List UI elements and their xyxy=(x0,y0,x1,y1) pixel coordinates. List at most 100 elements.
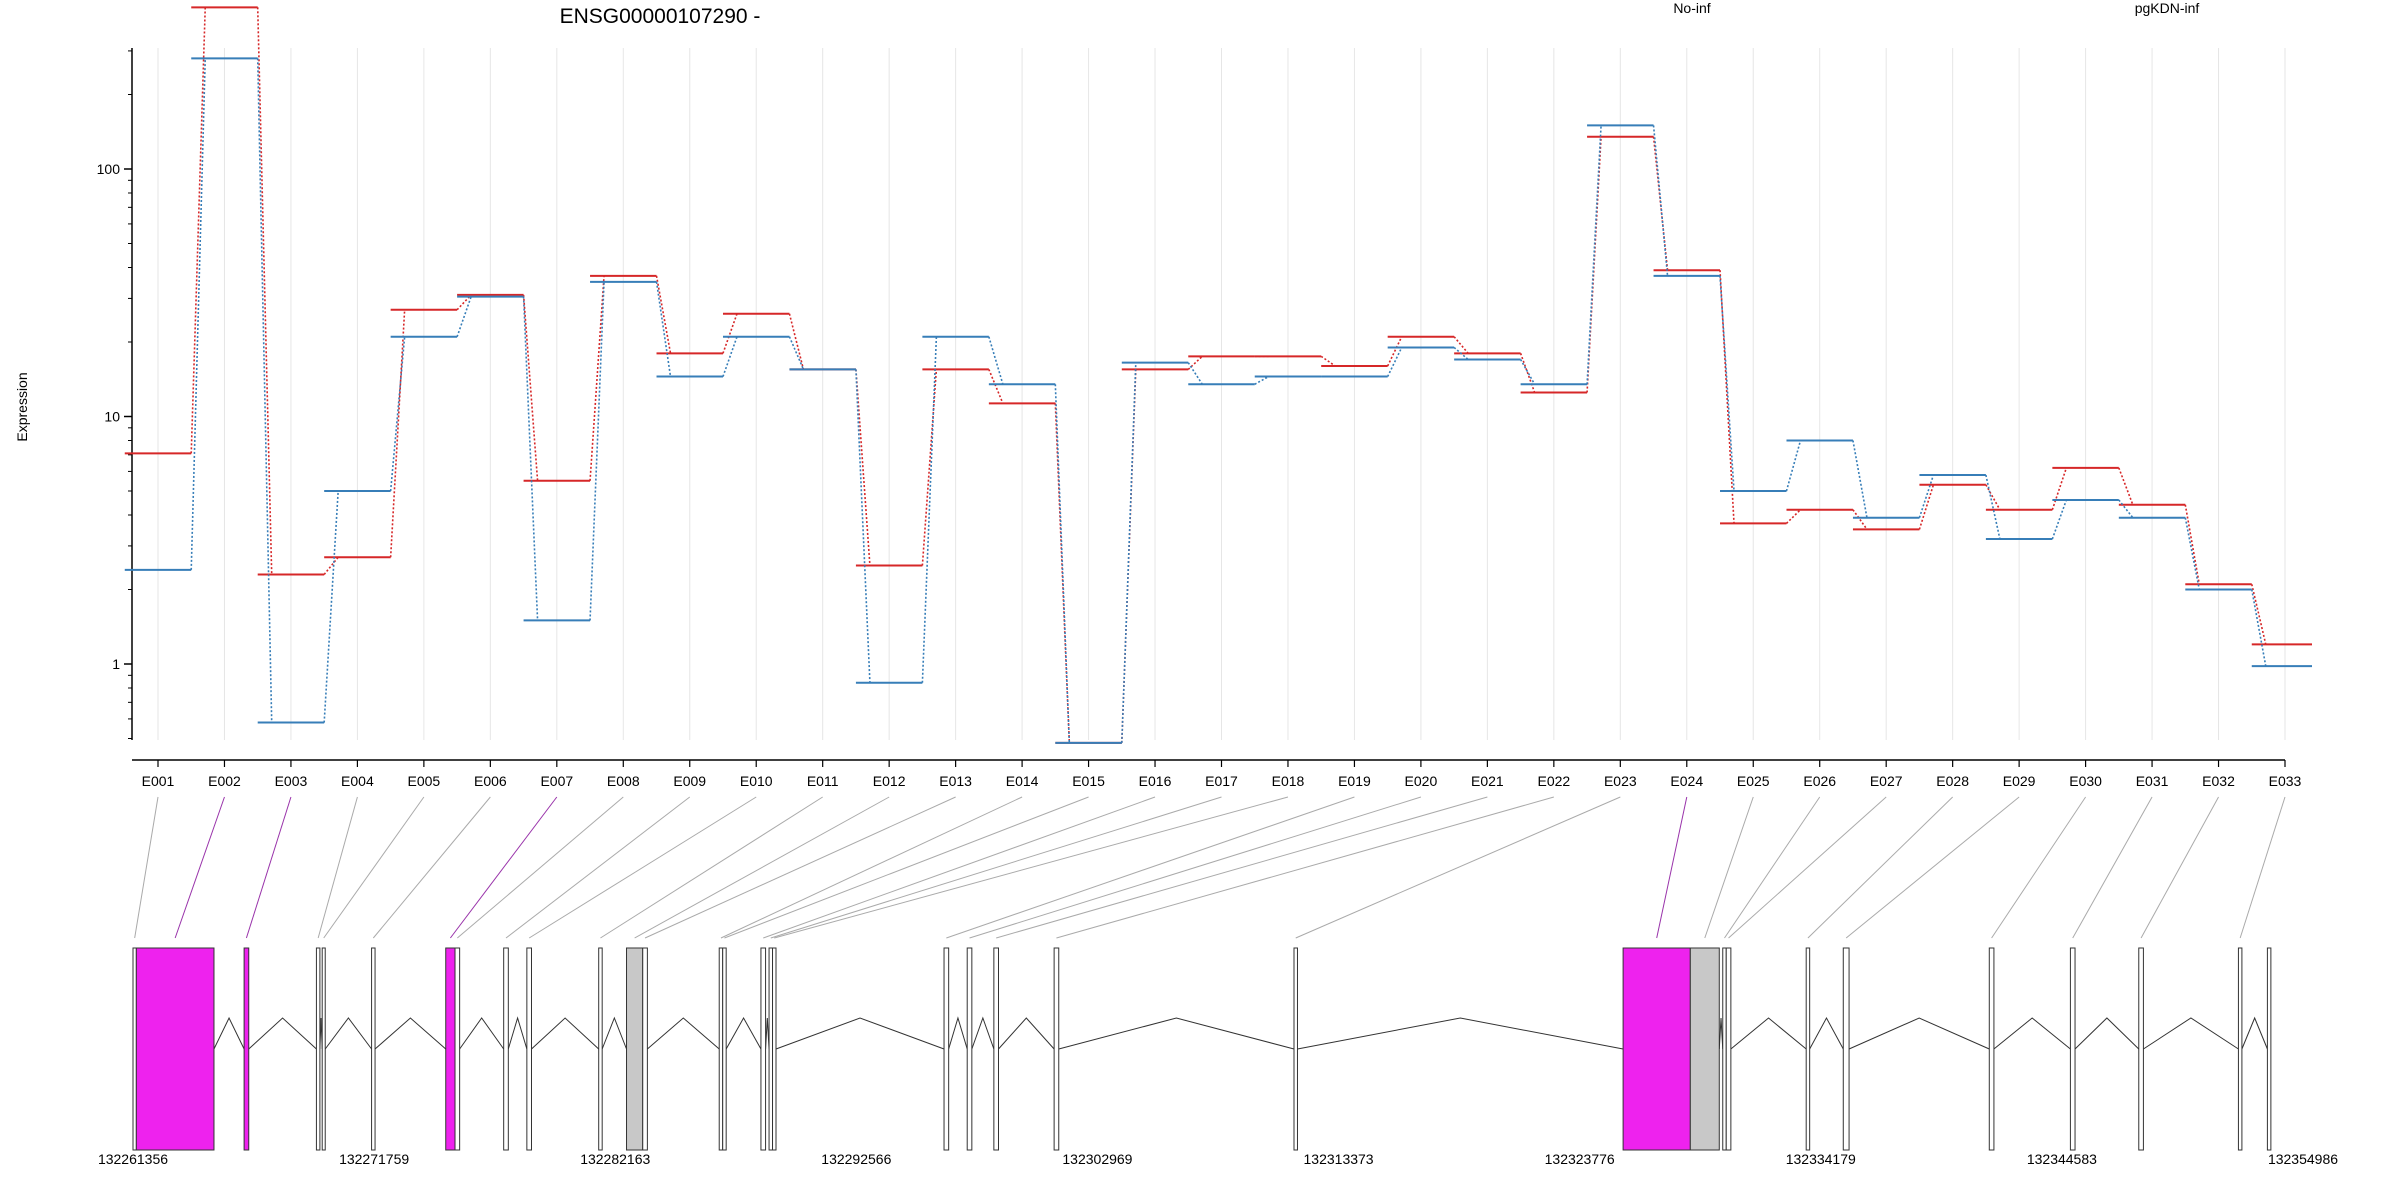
step-connector xyxy=(456,296,472,338)
exon-e016 xyxy=(760,947,767,1151)
x-tick-label-e015: E015 xyxy=(1072,773,1105,789)
step-connector xyxy=(389,309,406,558)
intron-line xyxy=(1809,1016,1844,1050)
connector-e012 xyxy=(634,796,890,939)
step-connector xyxy=(1918,484,1935,530)
intron-line xyxy=(2074,1017,2140,1050)
intron-line xyxy=(725,1016,762,1050)
x-tick-label-e027: E027 xyxy=(1870,773,1903,789)
x-tick-label-e030: E030 xyxy=(2069,773,2102,789)
step-connector xyxy=(722,313,738,354)
step-connector xyxy=(1386,347,1403,377)
x-tick-label-e031: E031 xyxy=(2136,773,2169,789)
step-connector xyxy=(855,369,871,566)
exon-e011 xyxy=(598,947,603,1151)
exon-e025 xyxy=(1689,947,1720,1151)
legend-entry-pgkdn-inf: pgKDN-inf xyxy=(2135,0,2200,16)
connector-e005 xyxy=(323,796,425,939)
connector-e007 xyxy=(449,796,558,939)
exon-e004 xyxy=(315,947,321,1151)
connector-e020 xyxy=(969,796,1422,939)
x-tick-label-e012: E012 xyxy=(873,773,906,789)
x-tick-label-e022: E022 xyxy=(1537,773,1570,789)
exon-e006 xyxy=(371,947,376,1151)
step-connector xyxy=(1785,440,1802,492)
y-tick-label: 100 xyxy=(97,161,121,177)
intron-line xyxy=(971,1016,995,1050)
connector-e009 xyxy=(505,796,691,939)
exon-e014 xyxy=(718,947,724,1151)
x-tick-label-e006: E006 xyxy=(474,773,507,789)
x-tick-label-e023: E023 xyxy=(1604,773,1637,789)
step-connector xyxy=(855,369,871,683)
exon-e023 xyxy=(1293,947,1298,1151)
series-lines xyxy=(124,6,2312,744)
x-tick-label-e001: E001 xyxy=(142,773,175,789)
intron-line xyxy=(601,1016,627,1050)
x-tick-label-e017: E017 xyxy=(1205,773,1238,789)
step-connector xyxy=(722,336,738,377)
exon-e010 xyxy=(526,947,532,1151)
intron-line xyxy=(1718,1017,1724,1050)
exon-e008 xyxy=(454,947,461,1151)
intron-line xyxy=(459,1017,505,1050)
x-tick-label-e020: E020 xyxy=(1405,773,1438,789)
step-connector xyxy=(1586,125,1602,385)
exon-e007 xyxy=(445,947,456,1151)
intron-line xyxy=(213,1016,245,1050)
genomic-coordinate-label: 132334179 xyxy=(1786,1151,1856,1167)
connector-e018 xyxy=(774,796,1289,939)
step-connector xyxy=(2184,517,2201,590)
genomic-coordinate-label: 132292566 xyxy=(821,1151,891,1167)
exon-e002 xyxy=(135,947,215,1151)
exon-e009 xyxy=(503,947,509,1151)
step-connector xyxy=(1254,375,1270,385)
x-tick-label-e004: E004 xyxy=(341,773,374,789)
x-tick-label-e016: E016 xyxy=(1139,773,1172,789)
gene-model: 132261356 132271759 132282163 132292566 1323… xyxy=(98,947,2338,1167)
step-connector xyxy=(190,7,207,454)
genomic-coordinate-label: 132354986 xyxy=(2268,1151,2338,1167)
x-tick-label-e013: E013 xyxy=(939,773,972,789)
connector-e002 xyxy=(174,796,225,939)
step-connector xyxy=(323,556,339,575)
connector-e030 xyxy=(1991,796,2087,939)
y-tick-label: 10 xyxy=(104,409,120,425)
connector-e026 xyxy=(1724,796,1821,939)
x-tick-label-e002: E002 xyxy=(208,773,241,789)
step-connector xyxy=(190,58,207,570)
exon-e022 xyxy=(1053,947,1060,1151)
exon-e019 xyxy=(943,947,950,1151)
legend-entry-no-inf: No-inf xyxy=(1673,0,1710,16)
x-tick-label-e003: E003 xyxy=(275,773,308,789)
x-tick-label-e032: E032 xyxy=(2202,773,2235,789)
step-connector xyxy=(788,336,805,370)
y-axis-label: Expression xyxy=(14,372,30,441)
step-connector xyxy=(1519,359,1536,385)
genomic-coordinate-label: 132313373 xyxy=(1304,1151,1374,1167)
step-connector xyxy=(2051,467,2068,510)
exon-e017 xyxy=(768,947,774,1151)
genomic-coordinate-label: 132302969 xyxy=(1062,1151,1132,1167)
step-connector xyxy=(988,336,1004,385)
x-tick-label-e007: E007 xyxy=(540,773,573,789)
step-connector xyxy=(256,58,273,723)
x-tick-label-e029: E029 xyxy=(2003,773,2036,789)
step-connector xyxy=(1386,336,1403,367)
intron-line xyxy=(324,1017,372,1050)
step-connector xyxy=(1187,355,1203,370)
step-connector xyxy=(788,313,805,370)
genomic-coordinate-label: 132323776 xyxy=(1545,1151,1615,1167)
connector-e021 xyxy=(996,796,1488,939)
exon-e015 xyxy=(722,947,727,1151)
axes: 1 10 100 E001 E002 E003 E004 E005 E006 E007 E008 E0… xyxy=(97,48,2302,789)
grid-lines xyxy=(157,48,2286,740)
step-connector xyxy=(1652,125,1669,276)
exon-e020 xyxy=(966,947,973,1151)
connector-e001 xyxy=(134,796,159,939)
connector-e017 xyxy=(770,796,1222,939)
series-no-inf xyxy=(124,6,2312,744)
step-connector xyxy=(1852,440,1868,518)
step-connector xyxy=(2118,467,2134,506)
